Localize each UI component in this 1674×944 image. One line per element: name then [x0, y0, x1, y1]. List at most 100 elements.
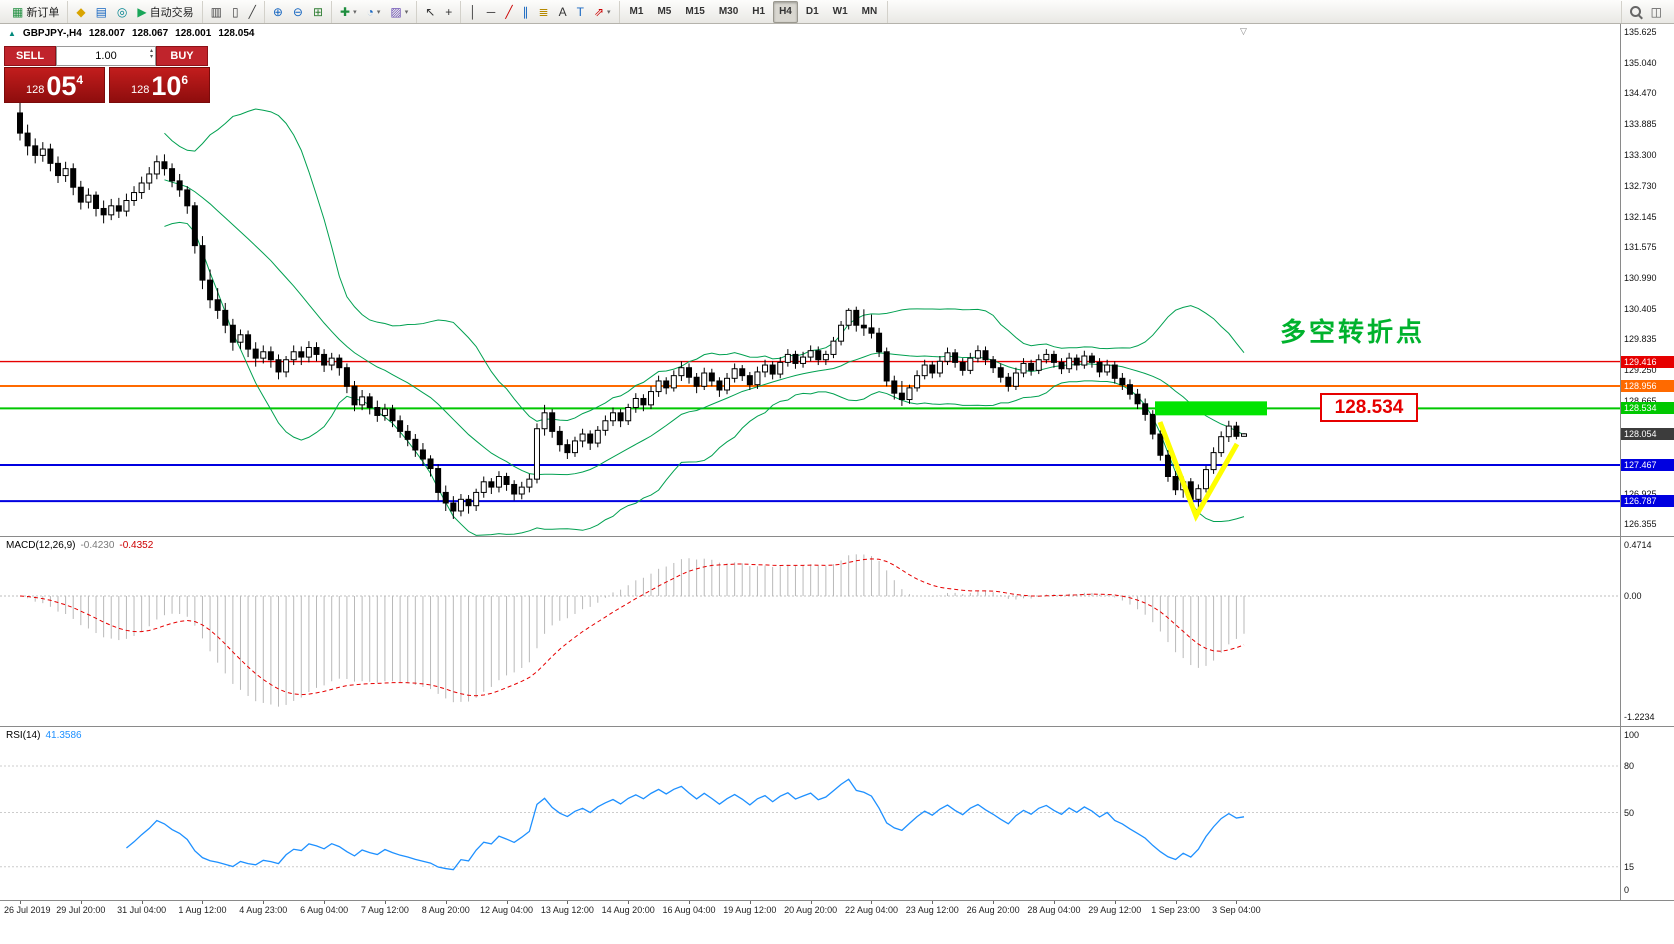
zoom-in-button[interactable]: ⊕ — [269, 1, 287, 23]
chart-type-group: ▥ ▯ ╱ — [203, 0, 265, 23]
metaeditor-button[interactable]: ◆ — [72, 1, 89, 23]
price-tick: 132.145 — [1624, 211, 1657, 222]
label-button[interactable]: T — [573, 1, 588, 23]
sell-button[interactable]: SELL — [4, 46, 56, 66]
templates-button[interactable]: ▨ ▾ — [386, 1, 412, 23]
trendline-button[interactable]: ╱ — [501, 1, 516, 23]
time-tick — [1114, 901, 1116, 904]
time-tick — [263, 901, 265, 904]
autotrade-button[interactable]: ▶ 自动交易 — [133, 1, 197, 23]
rsi-panel: RSI(14) 41.3586 100 80 50 15 0 — [0, 726, 1674, 900]
time-tick — [567, 901, 569, 904]
time-tick — [324, 901, 326, 904]
time-tick — [689, 901, 691, 904]
timeframe-m5[interactable]: M5 — [657, 6, 672, 17]
spin-down-icon[interactable]: ▾ — [149, 54, 153, 60]
rsi-chart[interactable] — [0, 727, 1620, 900]
fibonacci-icon: ≣ — [538, 4, 549, 19]
spin-up-icon[interactable]: ▴ — [149, 48, 153, 54]
timeframe-mn[interactable]: MN — [861, 6, 878, 17]
arrows-icon: ⇗ — [593, 4, 605, 19]
service-group: ◆ ▤ ◎ ▶ 自动交易 — [68, 0, 203, 23]
time-label: 22 Aug 04:00 — [844, 905, 898, 915]
timeframe-w1[interactable]: W1 — [832, 6, 848, 17]
toolbar-right-group: ◫ — [1620, 0, 1670, 23]
time-label: 16 Aug 04:00 — [662, 905, 716, 915]
macd-signal-value: -0.4352 — [119, 540, 154, 551]
autotrade-button-label: 自动交易 — [149, 6, 194, 19]
vertical-line-button[interactable]: │ — [465, 1, 481, 23]
price-scale-box: 128.956 — [1621, 379, 1674, 392]
time-tick — [993, 901, 995, 904]
tile-windows-button[interactable]: ⊞ — [309, 1, 327, 23]
time-label: 8 Aug 20:00 — [421, 905, 470, 915]
price-scale-box: 128.534 — [1621, 402, 1674, 415]
timeframe-h4[interactable]: H4 — [773, 0, 798, 23]
chart-candles-button[interactable]: ▯ — [228, 1, 243, 23]
time-tick — [384, 901, 386, 904]
search-button[interactable] — [1626, 1, 1645, 23]
rsi-scale[interactable]: 100 80 50 15 0 — [1620, 727, 1674, 900]
timeframe-h1[interactable]: H1 — [752, 6, 766, 17]
crosshair-icon: + — [445, 4, 453, 19]
timeframe-d1[interactable]: D1 — [805, 6, 819, 17]
navigator-button[interactable]: ◎ — [113, 1, 131, 23]
sell-price-sup: 4 — [76, 73, 84, 87]
chart-line-button[interactable]: ╱ — [245, 1, 260, 23]
price-scale-box: 126.787 — [1621, 495, 1674, 508]
chart-bars-button[interactable]: ▥ — [207, 1, 226, 23]
horizontal-line-button[interactable]: ─ — [483, 1, 500, 23]
time-axis[interactable]: 26 Jul 2019 29 Jul 20:00 31 Jul 04:00 1 Aug… — [0, 900, 1674, 944]
zoom-out-button[interactable]: ⊖ — [289, 1, 307, 23]
toolbar: ▦ 新订单 ◆ ▤ ◎ ▶ 自动交易 ▥ ▯ ╱ ⊕ ⊖ ⊞ ✚ ▾ ◔ ▾ ▨ ▾ ↖ + │ ─ ╱ ∥ ≣ A T ⇗ ▾ M1 M5 M… — [0, 0, 1674, 24]
text-button[interactable]: A — [555, 1, 571, 23]
time-tick — [20, 901, 21, 904]
indicators-icon: ✚ — [340, 4, 351, 19]
time-label: 1 Sep 23:00 — [1151, 905, 1200, 915]
fibonacci-button[interactable]: ≣ — [535, 1, 553, 23]
macd-scale[interactable]: 0.4714 0.00 -1.2234 — [1620, 537, 1674, 726]
time-tick — [1053, 901, 1055, 904]
price-tick: 126.925 — [1624, 488, 1657, 499]
volume-spinner[interactable]: ▴ ▾ — [150, 48, 153, 60]
one-click-trading-panel: SELL 1.00 ▴ ▾ BUY 128 05 4 128 10 6 — [4, 46, 210, 103]
macd-chart[interactable] — [0, 537, 1620, 726]
rsi-scale-label: 0 — [1624, 885, 1630, 895]
channel-button[interactable]: ∥ — [519, 1, 533, 23]
price-scale-box: 127.467 — [1621, 458, 1674, 471]
timeframe-m30[interactable]: M30 — [718, 6, 739, 17]
timeframe-m1[interactable]: M1 — [629, 6, 644, 17]
volume-control[interactable]: 1.00 ▴ ▾ — [56, 46, 156, 66]
timeframe-m15[interactable]: M15 — [685, 6, 705, 17]
price-tick: 135.040 — [1624, 58, 1657, 69]
price-tick: 129.250 — [1624, 365, 1657, 376]
price-tick: 132.730 — [1624, 180, 1657, 191]
rsi-label: RSI(14) 41.3586 — [6, 730, 82, 741]
periods-button[interactable]: ◔ ▾ — [363, 1, 385, 23]
time-label: 26 Jul 2019 — [4, 905, 51, 915]
price-scale[interactable]: 135.625 135.040 134.470 133.885 133.300 132.7… — [1620, 24, 1674, 536]
macd-name: MACD(12,26,9) — [6, 540, 76, 551]
market-watch-button[interactable]: ▤ — [92, 1, 111, 23]
new-order-button[interactable]: ▦ 新订单 — [8, 1, 63, 23]
candlestick-chart[interactable] — [0, 24, 1620, 536]
new-order-icon: ▦ — [12, 4, 24, 19]
order-group: ▦ 新订单 — [4, 0, 69, 23]
symbol-icon: ▲ — [8, 29, 16, 38]
arrows-button[interactable]: ⇗ ▾ — [590, 1, 615, 23]
rsi-value: 41.3586 — [45, 730, 82, 741]
sell-price-button[interactable]: 128 05 4 — [4, 67, 105, 103]
crosshair-button[interactable]: + — [441, 1, 456, 23]
label-icon: T — [576, 4, 584, 19]
horizontal-line-icon: ─ — [486, 4, 496, 19]
caret-down-icon: ▾ — [376, 8, 381, 16]
cursor-button[interactable]: ↖ — [421, 1, 439, 23]
zoom-in-icon: ⊕ — [272, 4, 283, 19]
buy-price-button[interactable]: 128 10 6 — [109, 67, 210, 103]
rsi-scale-label: 15 — [1624, 861, 1635, 872]
buy-button[interactable]: BUY — [156, 46, 208, 66]
indicators-button[interactable]: ✚ ▾ — [336, 1, 361, 23]
objects-group: │ ─ ╱ ∥ ≣ A T ⇗ ▾ — [461, 0, 620, 23]
price-tick: 128.665 — [1624, 396, 1657, 406]
window-list-button[interactable]: ◫ — [1647, 1, 1666, 23]
